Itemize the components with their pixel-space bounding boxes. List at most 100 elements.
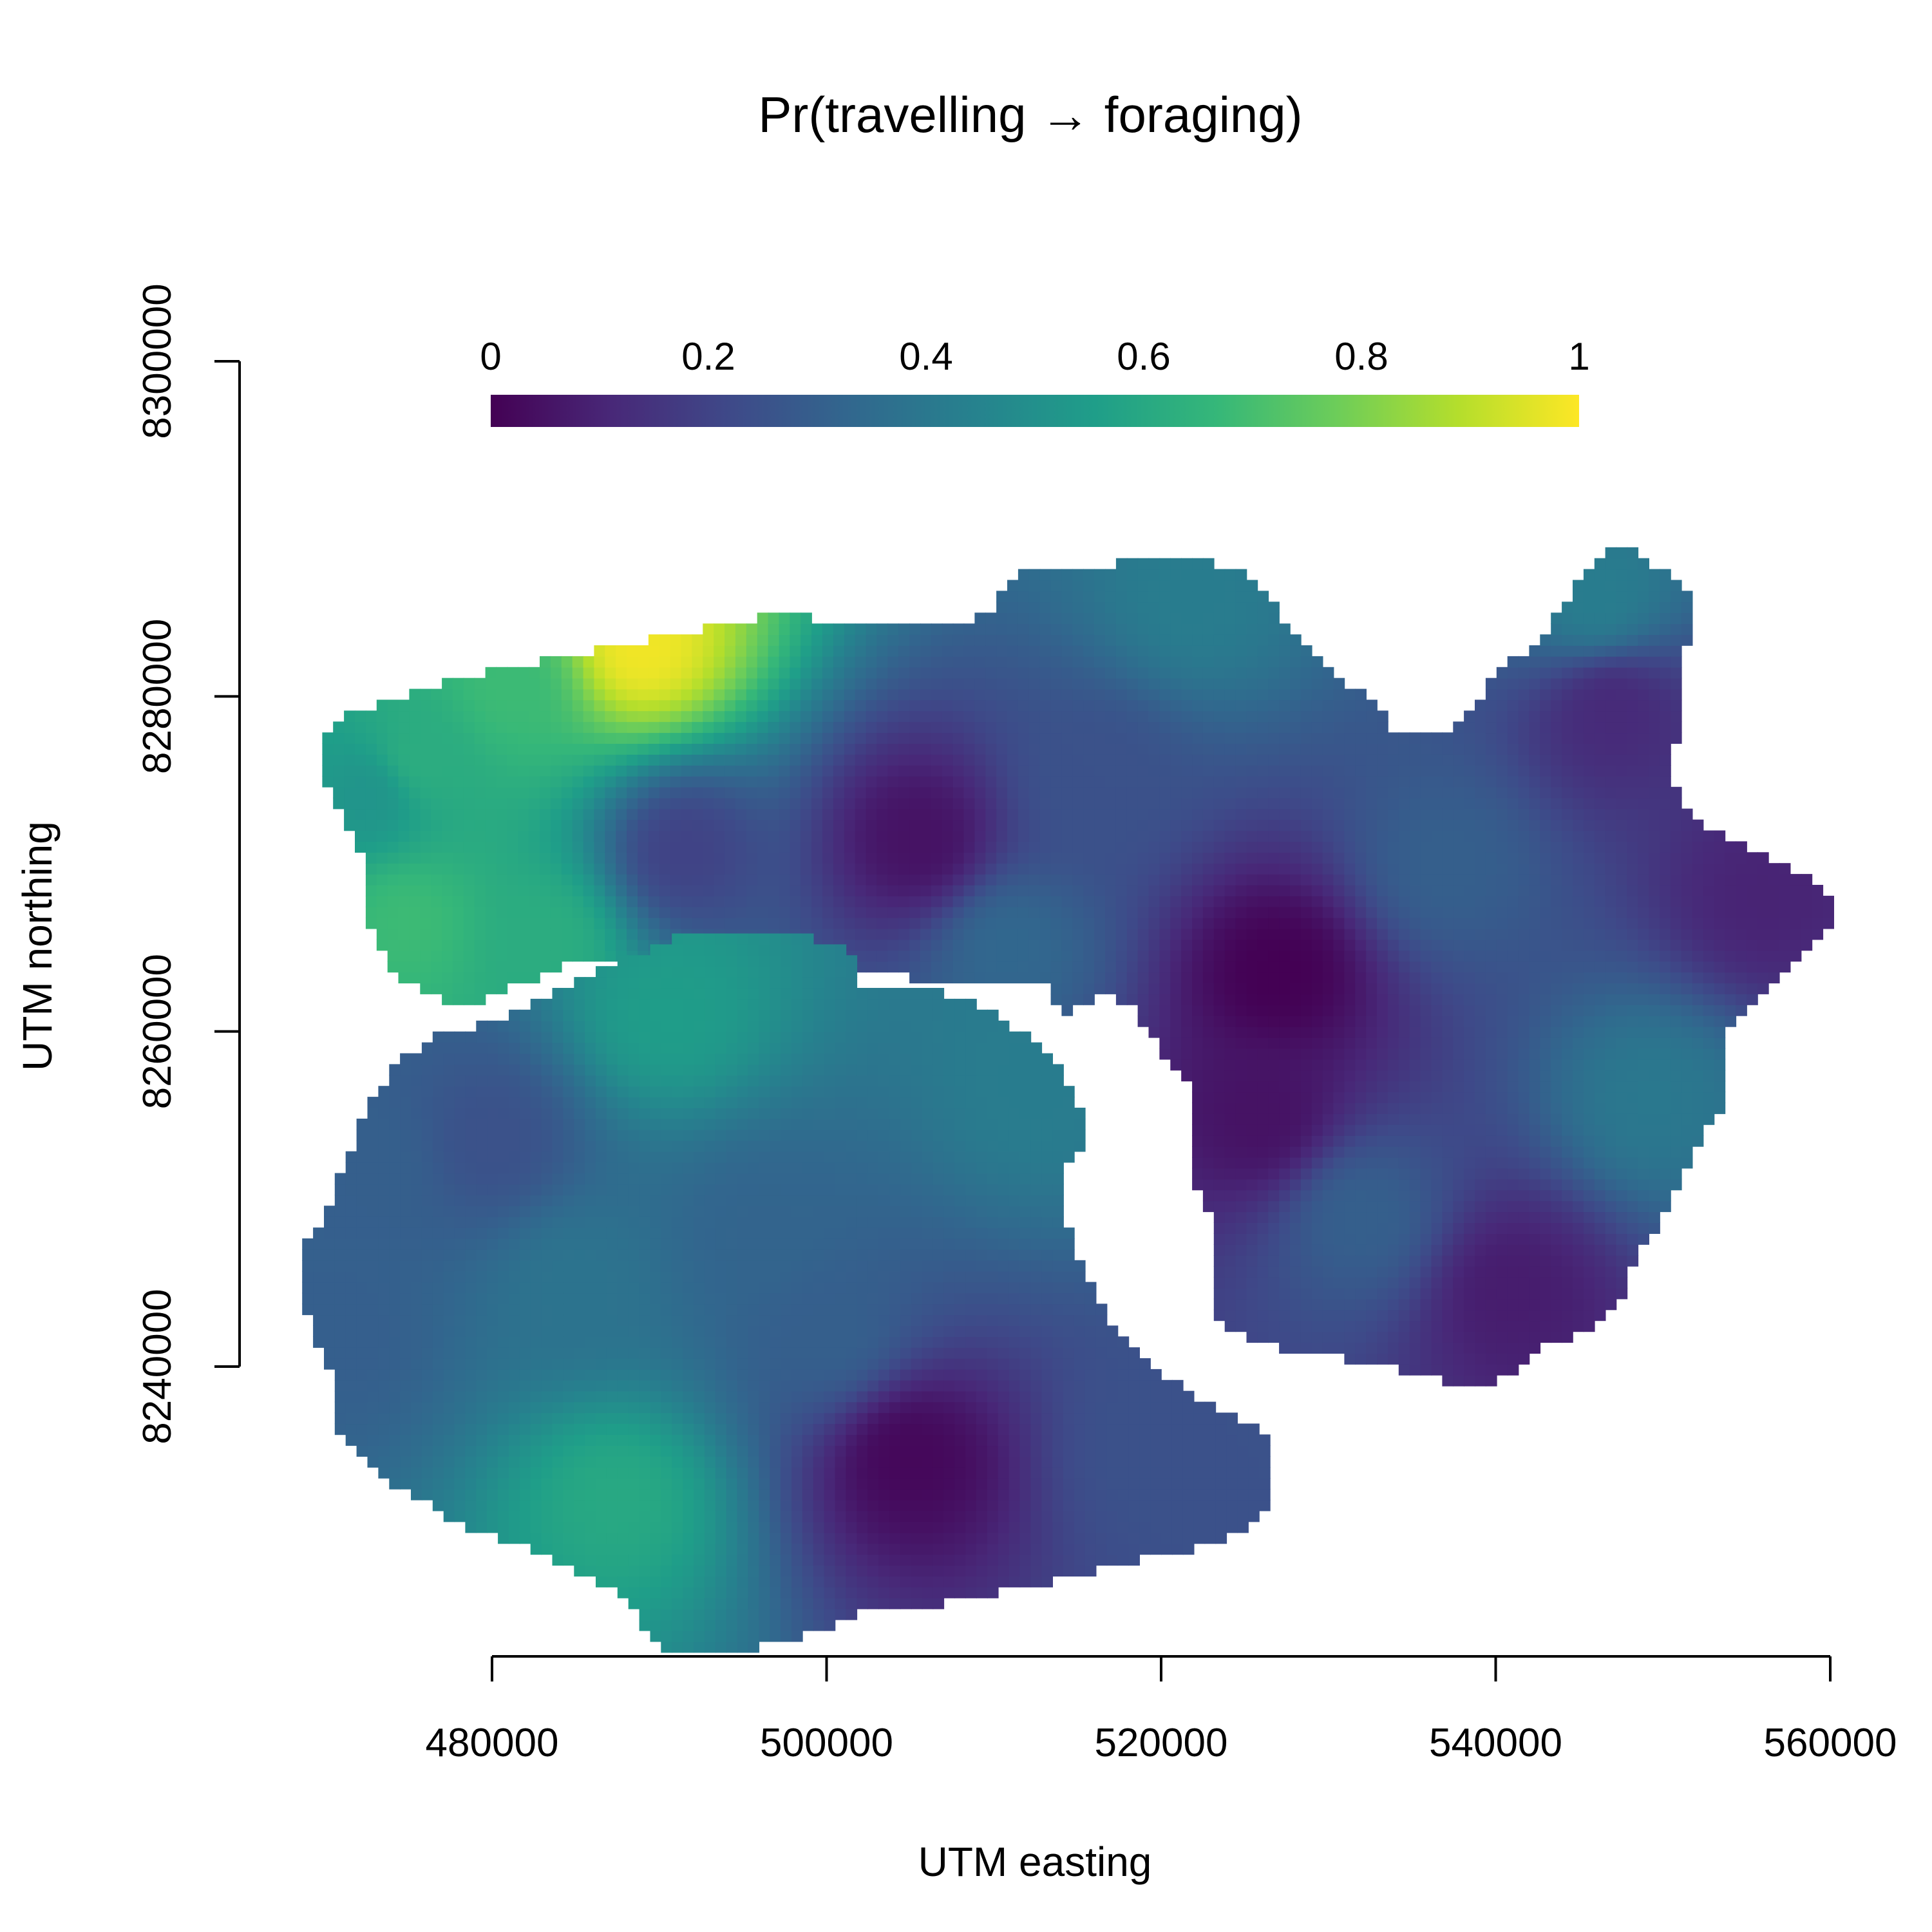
heatmap-cell <box>1464 1342 1475 1354</box>
heatmap-cell <box>376 754 388 766</box>
heatmap-cell <box>768 634 780 646</box>
heatmap-cell <box>1485 1342 1497 1354</box>
heatmap-cell <box>1050 994 1063 1005</box>
heatmap-cell <box>1061 874 1074 886</box>
heatmap-cell <box>1246 1222 1258 1234</box>
heatmap-cell <box>855 852 867 864</box>
heatmap-cell <box>387 743 399 755</box>
heatmap-cell <box>1518 1179 1530 1191</box>
heatmap-cell <box>1442 1103 1454 1114</box>
heatmap-cell <box>1355 1016 1367 1027</box>
heatmap-cell <box>333 754 345 766</box>
heatmap-cell <box>1366 808 1378 820</box>
heatmap-cell <box>746 775 758 788</box>
heatmap-cell <box>1235 895 1247 907</box>
heatmap-cell <box>1377 1255 1388 1267</box>
heatmap-cell <box>376 765 388 777</box>
heatmap-cell <box>1594 580 1606 592</box>
heatmap-cell <box>1409 808 1421 820</box>
heatmap-cell <box>1268 841 1280 853</box>
heatmap-cell <box>1355 797 1367 810</box>
heatmap-cell <box>1420 1005 1432 1016</box>
heatmap-cell <box>1170 1005 1182 1016</box>
heatmap-cell <box>1540 710 1551 723</box>
heatmap-cell <box>1246 983 1258 994</box>
heatmap-cell <box>931 939 943 951</box>
heatmap-cell <box>1083 841 1095 853</box>
heatmap-cell <box>1246 1113 1258 1125</box>
heatmap-cell <box>1148 972 1160 983</box>
heatmap-cell <box>1083 819 1095 831</box>
heatmap-cell <box>735 743 747 755</box>
heatmap-cell <box>1235 754 1247 766</box>
heatmap-cell <box>1377 917 1388 929</box>
heatmap-cell <box>898 775 910 788</box>
heatmap-cell <box>1257 961 1269 973</box>
heatmap-cell <box>1518 1081 1530 1093</box>
heatmap-cell <box>648 895 660 907</box>
heatmap-cell <box>1388 852 1399 864</box>
heatmap-cell <box>344 754 355 766</box>
heatmap-cell <box>1562 1048 1573 1060</box>
heatmap-cell <box>659 906 671 918</box>
heatmap-cell <box>920 721 932 734</box>
heatmap-cell <box>627 863 638 875</box>
heatmap-cell <box>1170 580 1182 592</box>
heatmap-cell <box>1202 1059 1215 1071</box>
heatmap-cell <box>1464 765 1475 777</box>
heatmap-cell <box>1573 961 1584 973</box>
heatmap-cell <box>474 797 486 810</box>
heatmap-cell <box>1355 808 1367 820</box>
heatmap-cell <box>463 906 475 918</box>
heatmap-cell <box>1594 863 1606 875</box>
heatmap-cell <box>800 786 812 799</box>
heatmap-cell <box>855 830 867 842</box>
heatmap-cell <box>1377 1331 1388 1343</box>
heatmap-cell <box>1551 634 1562 646</box>
heatmap-cell <box>1181 852 1193 864</box>
heatmap-cell <box>1409 1048 1421 1060</box>
heatmap-cell <box>1355 961 1367 973</box>
heatmap-cell <box>1388 1265 1399 1278</box>
heatmap-cell <box>920 885 932 896</box>
heatmap-cell <box>898 885 910 896</box>
heatmap-cell <box>898 677 910 690</box>
heatmap-cell <box>779 808 791 820</box>
heatmap-cell <box>1485 852 1497 864</box>
heatmap-cell <box>876 863 889 875</box>
heatmap-cell <box>779 634 791 646</box>
heatmap-cell <box>1202 786 1215 799</box>
heatmap-cell <box>540 939 551 951</box>
heatmap-cell <box>387 830 399 842</box>
heatmap-cell <box>1115 645 1128 657</box>
heatmap-cell <box>561 732 573 744</box>
heatmap-cell <box>485 917 497 929</box>
heatmap-cell <box>1529 895 1541 907</box>
heatmap-cell <box>322 732 334 744</box>
heatmap-cell <box>1290 1103 1302 1114</box>
heatmap-cell <box>1115 765 1128 777</box>
heatmap-cell <box>1540 885 1551 896</box>
heatmap-cell <box>887 699 899 712</box>
heatmap-cell <box>1018 819 1030 831</box>
heatmap-cell <box>1594 1103 1606 1114</box>
heatmap-cell <box>1475 1342 1486 1354</box>
heatmap-cell <box>1290 961 1302 973</box>
heatmap-cell <box>1050 677 1063 690</box>
heatmap-cell <box>757 721 769 734</box>
heatmap-cell <box>909 667 921 679</box>
heatmap-cell <box>1562 1026 1573 1038</box>
heatmap-cell <box>1540 743 1551 755</box>
heatmap-cell <box>1366 830 1378 842</box>
heatmap-cell <box>1453 1375 1464 1387</box>
heatmap-cell <box>800 874 812 886</box>
heatmap-cell <box>681 699 693 712</box>
heatmap-cell <box>398 710 410 723</box>
heatmap-cell <box>1594 1200 1606 1213</box>
heatmap-cell <box>1333 710 1345 723</box>
heatmap-cell <box>344 775 355 788</box>
heatmap-cell <box>616 743 627 755</box>
heatmap-cell <box>1235 885 1247 896</box>
heatmap-cell <box>898 797 910 810</box>
heatmap-cell <box>1583 1233 1595 1245</box>
